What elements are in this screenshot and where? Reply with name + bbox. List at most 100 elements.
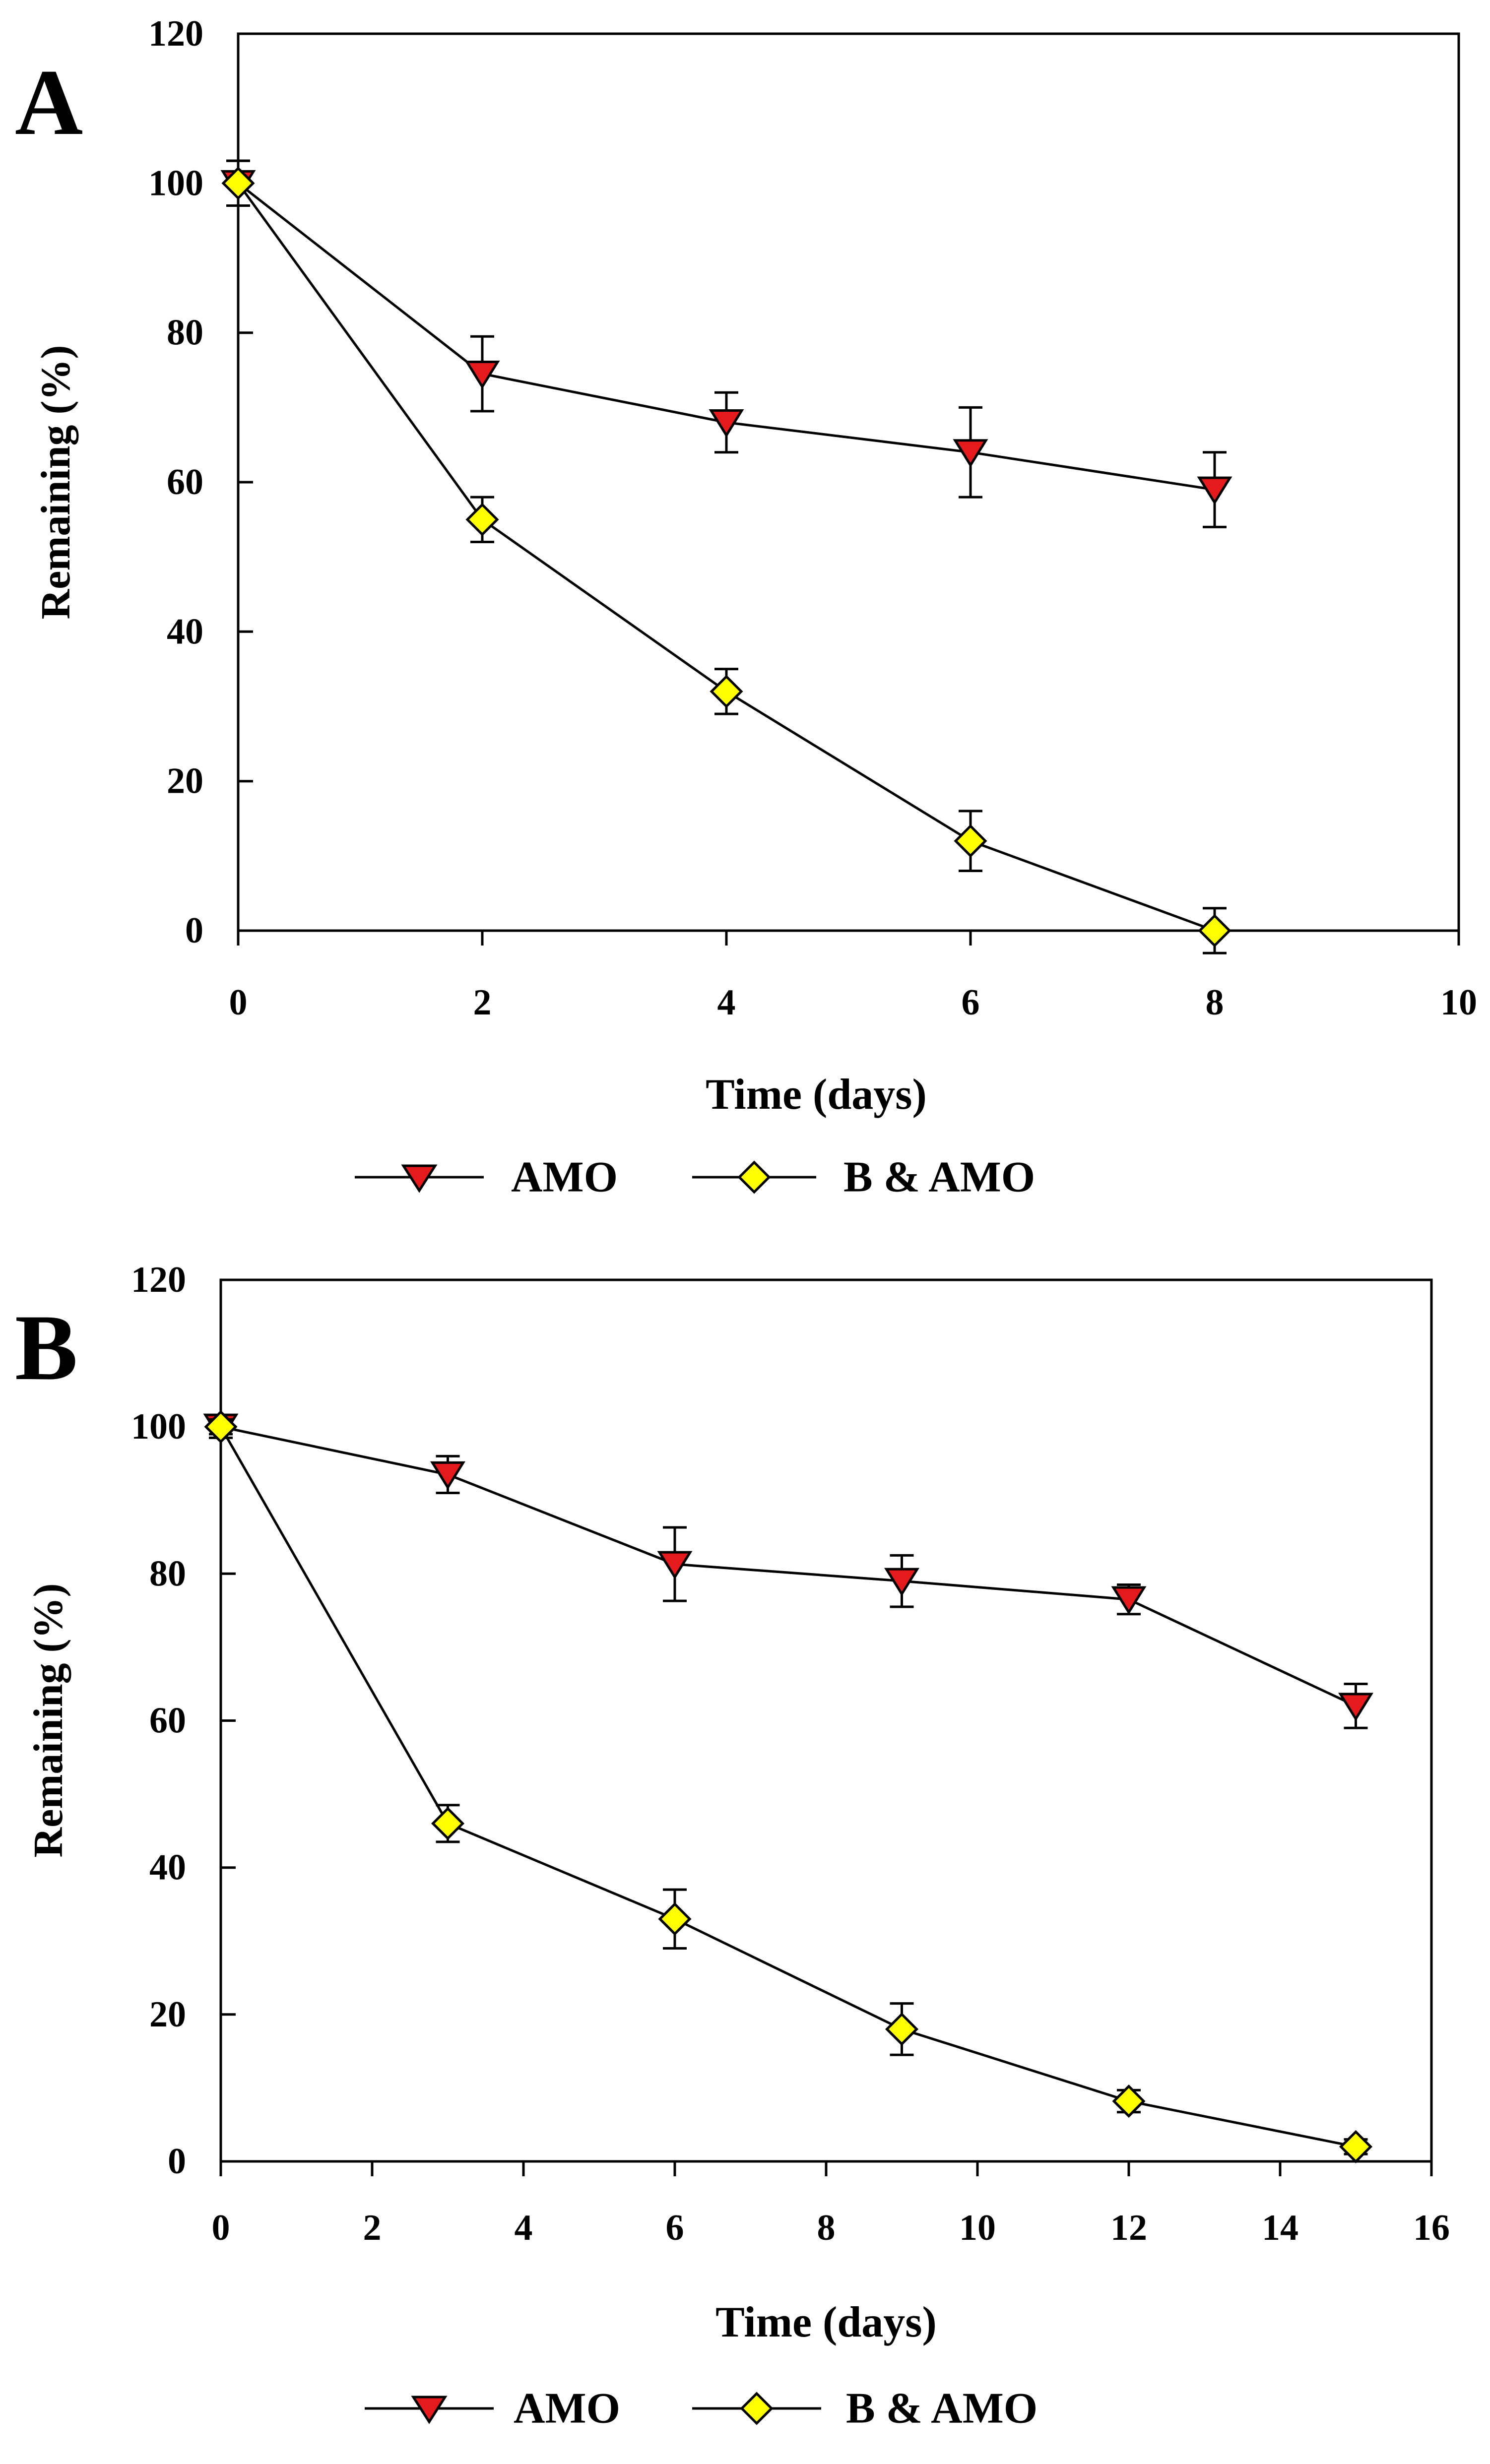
- panel-b-x-tick: 6: [666, 2161, 684, 2248]
- panel-b-amo-point: [1111, 1586, 1147, 1615]
- panel-b-b-amo-errorbars: [209, 1418, 1368, 2155]
- panel-a-x-tick-label: 0: [229, 982, 248, 1023]
- panel-b-y-tick: 80: [149, 1553, 236, 1594]
- panel-b-x-tick: 14: [1262, 2161, 1298, 2248]
- panel-a-x-tick-label: 4: [717, 982, 736, 1023]
- panel-a-b-amo-point: [1198, 914, 1231, 948]
- panel-b-label: B: [15, 1296, 78, 1400]
- panel-b-y-tick-label: 80: [149, 1553, 186, 1594]
- legend-marker-amo: [411, 2396, 448, 2424]
- panel-b-b-amo-point: [1339, 2130, 1373, 2163]
- legend-entry-b-amo: B & AMO: [692, 1153, 1035, 1201]
- panel-b-amo-point: [430, 1461, 465, 1490]
- panel-b-b-amo-markers: [204, 1410, 1373, 2163]
- panel-b-plot-frame: [219, 1278, 1433, 2163]
- panel-b-y-axis-title: Remaining (%): [25, 1583, 71, 1858]
- panel-a-y-ticks: 0 20 40 60 80 100: [148, 13, 253, 951]
- panel-b-amo-point: [1338, 1693, 1373, 1721]
- panel-b-x-tick: 8: [817, 2161, 836, 2248]
- panel-a-x-tick-label: 10: [1440, 982, 1477, 1023]
- panel-a-amo-point: [464, 361, 500, 389]
- panel-b-y-ticks: 0 20 40 60 80 100: [131, 1260, 236, 2182]
- panel-a: A 0 20 40 60 80: [15, 13, 1477, 1201]
- legend-entry-amo: AMO: [355, 1153, 618, 1201]
- panel-a-amo-point: [709, 409, 744, 438]
- panel-b-x-tick-label: 4: [515, 2208, 533, 2248]
- panel-b-b-amo-point: [1112, 2085, 1146, 2118]
- panel-a-y-tick-label: 0: [185, 910, 203, 951]
- panel-a-x-axis-title: Time (days): [706, 1071, 927, 1119]
- panel-a-x-tick: 2: [473, 931, 492, 1023]
- panel-a-y-tick: 0: [185, 910, 253, 951]
- panel-b-x-tick: 16: [1413, 2161, 1450, 2248]
- panel-b-y-tick-label: 20: [149, 1994, 186, 2035]
- panel-b-b-amo-point: [885, 2012, 919, 2046]
- panel-b-y-tick: 40: [149, 1847, 236, 1888]
- panel-b-y-tick: 120: [131, 1260, 236, 1300]
- panel-a-y-axis-title: Remaining (%): [33, 345, 79, 620]
- panel-b-x-tick-label: 2: [363, 2208, 382, 2248]
- panel-b-x-tick-label: 10: [959, 2208, 996, 2248]
- panel-a-b-amo-errorbars: [226, 159, 1227, 954]
- panel-b-x-tick: 2: [363, 2161, 382, 2248]
- panel-b-marks: [203, 1410, 1373, 2163]
- panel-b-b-amo-point: [658, 1902, 692, 1936]
- panel-a-x-tick: 6: [962, 931, 980, 1023]
- panel-a-y-tick-label: 80: [167, 313, 203, 353]
- panel-a-b-amo-markers: [221, 166, 1231, 948]
- panel-a-y-tick: 80: [167, 313, 253, 353]
- legend-label-amo: AMO: [511, 1153, 618, 1201]
- panel-b-y-tick-label: 60: [149, 1701, 186, 1741]
- panel-a-b-amo-line: [237, 182, 1215, 932]
- panel-a-x-tick-label: 8: [1206, 982, 1224, 1023]
- panel-b-y-tick-label: 120: [131, 1260, 186, 1300]
- panel-b-y-tick: 100: [131, 1406, 236, 1447]
- panel-b-b-amo-point: [431, 1807, 465, 1840]
- panel-a-y-tick-label: 100: [148, 163, 203, 203]
- panel-a-amo-point: [953, 439, 988, 468]
- panel-a-y-tick-label: 20: [167, 761, 203, 802]
- panel-b-y-tick: 20: [149, 1994, 236, 2035]
- panel-b-x-axis-title: Time (days): [715, 2298, 937, 2346]
- panel-b-series-amo: [203, 1413, 1373, 1729]
- panel-a-plot-frame: [237, 32, 1460, 932]
- panel-b-x-tick-label: 12: [1110, 2208, 1147, 2248]
- legend-entry-b-amo: B & AMO: [692, 2385, 1037, 2433]
- panel-a-b-amo-point: [465, 503, 499, 536]
- panel-b-y-tick-label: 0: [168, 2141, 186, 2182]
- panel-b-x-ticks: 0 2 4 6 8 10 1: [212, 2161, 1450, 2248]
- panel-b-y-tick: 60: [149, 1701, 236, 1741]
- legend-label-b-amo: B & AMO: [843, 1153, 1035, 1201]
- panel-b-x-tick-label: 6: [666, 2208, 684, 2248]
- legend-marker-b-amo: [740, 2392, 774, 2425]
- panel-b-x-tick: 12: [1110, 2161, 1147, 2248]
- panel-a-x-ticks: 0 2 4 6 8 10: [229, 931, 1477, 1023]
- panel-b-b-amo-point: [204, 1410, 238, 1444]
- panel-a-y-tick: 120: [148, 13, 253, 54]
- panel-a-marks: [220, 159, 1232, 954]
- panel-a-label: A: [15, 51, 83, 155]
- legend-marker-b-amo: [737, 1160, 771, 1194]
- panel-b-legend: AMO B & AMO: [365, 2385, 1037, 2433]
- panel-a-x-tick: 0: [229, 931, 248, 1023]
- panel-b-x-tick-label: 14: [1262, 2208, 1298, 2248]
- panel-b-amo-line: [220, 1425, 1357, 1707]
- panel-a-b-amo-point: [710, 675, 743, 708]
- panel-a-y-tick-label: 60: [167, 462, 203, 503]
- legend-label-b-amo: B & AMO: [846, 2385, 1037, 2433]
- panel-a-series-b-amo: [221, 159, 1231, 954]
- panel-a-x-tick: 4: [717, 931, 736, 1023]
- panel-a-y-tick: 40: [167, 611, 253, 652]
- panel-a-series-amo: [220, 159, 1232, 528]
- panel-b-x-tick-label: 16: [1413, 2208, 1450, 2248]
- legend-entry-amo: AMO: [365, 2385, 620, 2433]
- panel-b-y-tick: 0: [168, 2141, 236, 2182]
- panel-a-y-tick: 60: [167, 462, 253, 503]
- panel-a-b-amo-point: [221, 166, 255, 200]
- panel-b-x-tick: 10: [959, 2161, 996, 2248]
- panel-b-amo-point: [884, 1568, 919, 1596]
- panel-b-b-amo-line: [219, 1426, 1356, 2148]
- panel-a-amo-point: [1197, 476, 1232, 505]
- panel-b-x-tick: 0: [212, 2161, 230, 2248]
